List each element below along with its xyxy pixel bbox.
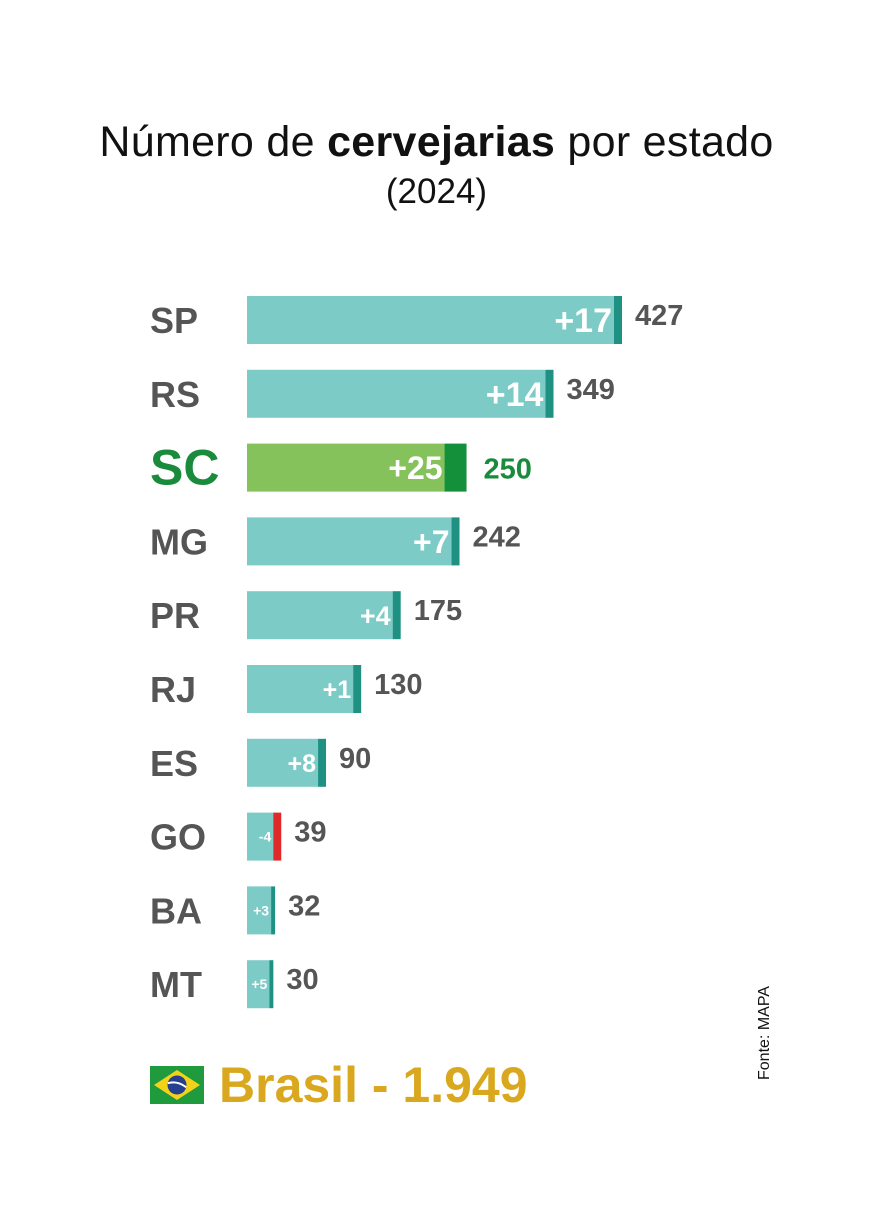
bar-cap-rs xyxy=(545,369,554,418)
value-label-ba: 32 xyxy=(288,890,320,922)
bar-cap-go xyxy=(273,812,282,861)
bar-rj xyxy=(247,665,354,713)
value-label-go: 39 xyxy=(294,817,326,849)
value-label-sp: 427 xyxy=(635,300,683,332)
bar-row-rj: RJ +1 130 xyxy=(150,665,423,713)
bar-cap-mt xyxy=(269,960,274,1009)
category-label-sc: SC xyxy=(150,440,219,496)
brazil-flag-icon xyxy=(150,1066,204,1104)
bar-sp xyxy=(247,296,614,344)
value-label-rj: 130 xyxy=(374,669,422,701)
bar-row-go: GO -4 39 xyxy=(150,812,327,861)
change-label-es: +8 xyxy=(288,750,317,778)
category-label-mg: MG xyxy=(150,521,208,562)
title-prefix: Número de xyxy=(99,118,315,166)
bar-go xyxy=(247,812,274,861)
bar-cap-es xyxy=(318,738,327,787)
value-label-es: 90 xyxy=(339,743,371,775)
bar-pr xyxy=(247,591,393,640)
bar-chart: SP +17 427 RS +14 349 SC +25 250 MG +7 242 PR +4 175 RJ… xyxy=(150,296,683,1009)
bar-row-mt: MT +5 30 xyxy=(150,960,319,1009)
change-label-mg: +7 xyxy=(413,524,449,560)
bar-mg xyxy=(247,517,452,566)
change-label-ba: +3 xyxy=(253,902,269,918)
change-label-rs: +14 xyxy=(486,376,544,414)
category-label-ba: BA xyxy=(150,890,202,931)
value-label-mt: 30 xyxy=(286,964,318,996)
change-label-rj: +1 xyxy=(323,676,352,704)
bar-row-rs: RS +14 349 xyxy=(150,369,615,418)
category-label-sp: SP xyxy=(150,300,198,341)
bar-cap-ba xyxy=(271,886,276,935)
category-label-rs: RS xyxy=(150,374,200,415)
bar-row-sp: SP +17 427 xyxy=(150,296,683,344)
bar-sc xyxy=(247,443,445,492)
bar-row-ba: BA +3 32 xyxy=(150,886,320,935)
change-label-go: -4 xyxy=(259,829,272,845)
change-label-pr: +4 xyxy=(360,601,391,631)
change-label-mt: +5 xyxy=(251,976,267,992)
change-label-sc: +25 xyxy=(388,450,442,486)
bar-row-es: ES +8 90 xyxy=(150,738,371,787)
value-label-sc: 250 xyxy=(484,454,532,486)
bar-row-pr: PR +4 175 xyxy=(150,591,462,640)
bar-row-sc: SC +25 250 xyxy=(150,440,532,496)
bar-cap-sp xyxy=(614,296,622,344)
change-label-sp: +17 xyxy=(554,302,612,340)
chart-title: Número de cervejarias por estado xyxy=(0,118,873,167)
brasil-total-text: Brasil - 1.949 xyxy=(219,1057,528,1113)
category-label-go: GO xyxy=(150,817,206,858)
value-label-mg: 242 xyxy=(473,521,521,553)
bar-es xyxy=(247,738,319,787)
bar-cap-sc xyxy=(444,443,467,492)
category-label-rj: RJ xyxy=(150,669,196,710)
value-label-rs: 349 xyxy=(566,374,614,406)
title-suffix: por estado xyxy=(567,118,774,166)
bar-row-mg: MG +7 242 xyxy=(150,517,521,566)
value-label-pr: 175 xyxy=(414,595,462,627)
bar-ba xyxy=(247,886,272,935)
bar-cap-mg xyxy=(451,517,460,566)
title-bold: cervejarias xyxy=(327,118,556,166)
source-note: Fonte: MAPA xyxy=(756,986,773,1080)
bar-cap-pr xyxy=(392,591,401,640)
bar-rs xyxy=(247,369,546,418)
bar-cap-rj xyxy=(353,665,362,713)
brasil-total: Brasil - 1.949 xyxy=(150,1052,528,1118)
bar-mt xyxy=(247,960,270,1009)
category-label-es: ES xyxy=(150,743,198,784)
chart-subtitle: (2024) xyxy=(385,172,488,211)
category-label-mt: MT xyxy=(150,964,202,1005)
category-label-pr: PR xyxy=(150,595,200,636)
